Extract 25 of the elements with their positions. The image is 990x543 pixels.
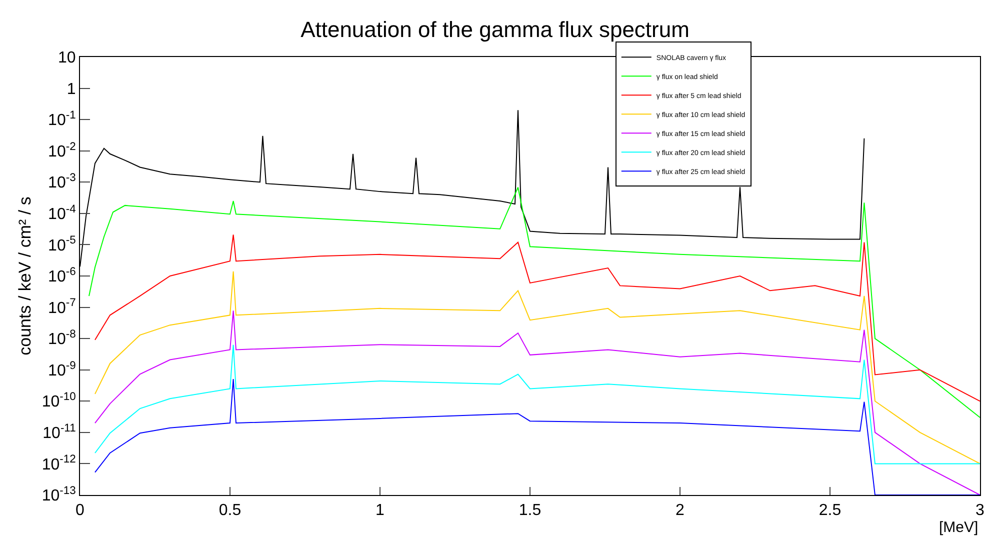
y-tick-label: 10$^{-5}$: [48, 234, 76, 254]
y-tick-label: 10$^{-11}$: [42, 422, 76, 442]
y-tick-label: 10$^{-1}$: [48, 109, 76, 130]
y-tick-label: 10$^{-6}$: [48, 266, 76, 286]
x-tick-label: 1: [376, 502, 385, 520]
y-tick-label: 10$^{-10}$: [42, 391, 76, 411]
y-tick-label: 10$^{-9}$: [48, 360, 76, 380]
y-tick-label: 10$^{-4}$: [48, 203, 76, 224]
y-tick-label: 10$^{-12}$: [42, 454, 76, 474]
x-tick-label: 0.5: [218, 502, 242, 520]
y-tick-label: 1: [66, 80, 76, 98]
y-tick-label: 10$^{-2}$: [48, 140, 76, 160]
x-axis-title: [MeV]: [939, 519, 978, 536]
y-tick-label: 10$^{-13}$: [42, 484, 76, 505]
x-tick-label: 2: [676, 502, 685, 520]
y-axis-title: counts / keV / cm² / s: [15, 196, 34, 356]
y-tick-label: 10: [58, 50, 76, 67]
x-tick-label: 2.5: [818, 502, 842, 520]
chart-title: Attenuation of the gamma flux spectrum: [300, 17, 690, 42]
x-tick-label: 1.5: [518, 502, 542, 520]
y-tick-label: 10$^{-3}$: [48, 172, 76, 192]
y-tick-label: 10$^{-7}$: [48, 297, 76, 317]
x-tick-label: 3: [976, 502, 985, 520]
y-tick-label: 10$^{-8}$: [48, 328, 76, 348]
x-tick-label: 0: [76, 502, 85, 520]
